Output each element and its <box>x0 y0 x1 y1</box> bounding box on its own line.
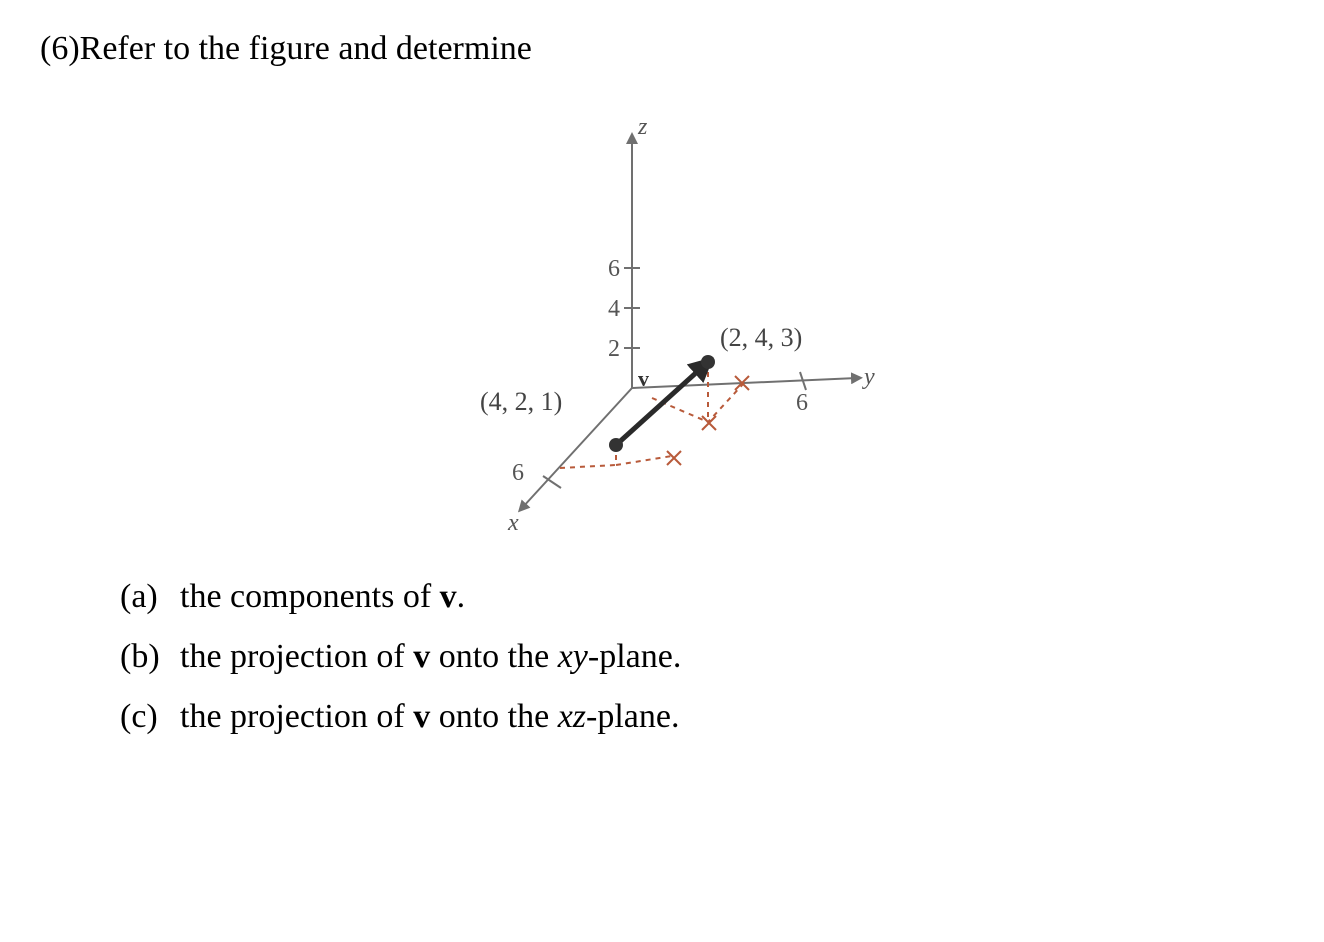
vector-v <box>616 362 708 445</box>
vector-label: v <box>638 366 649 391</box>
subpart-b-post: -plane. <box>588 638 681 675</box>
problem-header: (6) Refer to the figure and determine <box>40 30 1284 68</box>
subpart-c-post: -plane. <box>586 698 679 735</box>
z-tick-label-4: 4 <box>608 296 620 322</box>
subpart-c-plane: xz <box>558 698 586 735</box>
subparts: (a) the components of v. (b) the project… <box>120 578 1284 736</box>
subpart-c: (c) the projection of v onto the xz-plan… <box>120 698 1284 736</box>
subpart-b-mid: onto the <box>430 638 557 675</box>
guide-cross-3 <box>702 416 716 430</box>
figure-3d-axes: 2 4 6 z 6 y 6 x <box>402 98 922 538</box>
y-axis-label: y <box>862 364 875 390</box>
subpart-a-text: the components of v. <box>180 578 465 616</box>
figure-svg: 2 4 6 z 6 y 6 x <box>402 98 922 538</box>
subpart-b-vec: v <box>413 638 430 675</box>
subpart-a-pre: the components of <box>180 578 440 615</box>
subpart-a-label: (a) <box>120 578 164 616</box>
subpart-a: (a) the components of v. <box>120 578 1284 616</box>
subpart-b: (b) the projection of v onto the xy-plan… <box>120 638 1284 676</box>
x-tick-label-6: 6 <box>512 460 524 486</box>
guide-terminal-along-x <box>708 383 744 422</box>
subpart-b-pre: the projection of <box>180 638 413 675</box>
terminal-point-label: (2, 4, 3) <box>720 323 802 352</box>
subpart-a-vec: v <box>440 578 457 615</box>
initial-point <box>609 438 623 452</box>
subpart-c-vec: v <box>413 698 430 735</box>
z-axis-label: z <box>637 114 648 140</box>
subpart-c-mid: onto the <box>430 698 557 735</box>
terminal-point <box>701 355 715 369</box>
figure-container: 2 4 6 z 6 y 6 x <box>40 98 1284 538</box>
initial-point-label: (4, 2, 1) <box>480 387 562 416</box>
problem-number: (6) <box>40 30 80 68</box>
subpart-b-label: (b) <box>120 638 164 676</box>
subpart-a-post: . <box>457 578 466 615</box>
guide-cross-1 <box>667 451 681 465</box>
guide-foot-1 <box>616 456 672 465</box>
y-tick-label-6: 6 <box>796 390 808 416</box>
z-tick-label-6: 6 <box>608 256 620 282</box>
subpart-c-pre: the projection of <box>180 698 413 735</box>
subpart-b-text: the projection of v onto the xy-plane. <box>180 638 681 676</box>
subpart-b-plane: xy <box>558 638 588 675</box>
guide-initial-along-y <box>560 465 616 468</box>
subpart-c-label: (c) <box>120 698 164 736</box>
problem-prompt: Refer to the figure and determine <box>80 30 532 68</box>
subpart-c-text: the projection of v onto the xz-plane. <box>180 698 679 736</box>
z-tick-label-2: 2 <box>608 336 620 362</box>
x-axis-label: x <box>507 510 519 536</box>
